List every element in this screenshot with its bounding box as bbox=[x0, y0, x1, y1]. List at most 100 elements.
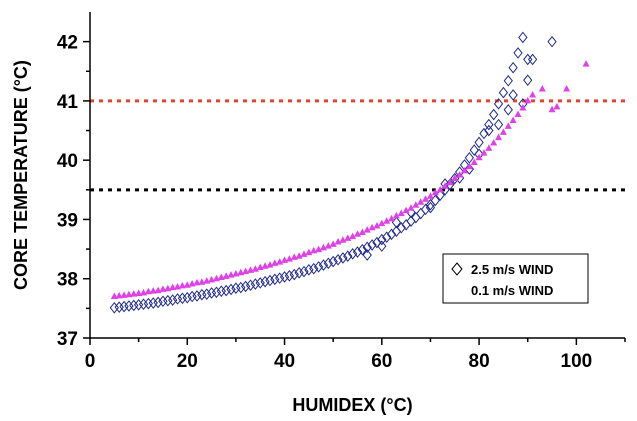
data-point bbox=[582, 60, 590, 67]
data-point bbox=[124, 300, 134, 312]
data-point bbox=[524, 96, 532, 104]
data-point bbox=[183, 281, 191, 288]
legend: 2.5 m/s WIND 0.1 m/s WIND bbox=[442, 253, 589, 304]
data-point bbox=[208, 275, 216, 283]
data-point bbox=[396, 221, 406, 234]
data-point bbox=[237, 268, 245, 276]
data-point bbox=[159, 285, 167, 292]
data-point bbox=[144, 287, 152, 295]
data-point bbox=[182, 291, 192, 304]
y-tick-label: 41 bbox=[57, 92, 79, 113]
data-point bbox=[485, 144, 493, 151]
data-point bbox=[431, 188, 439, 196]
x-tick-label: 60 bbox=[371, 351, 392, 372]
data-point bbox=[362, 241, 372, 254]
x-axis-title: HUMIDEX (°C) bbox=[292, 395, 412, 415]
data-point bbox=[493, 118, 504, 131]
data-point bbox=[192, 290, 202, 302]
data-point bbox=[493, 98, 504, 110]
data-point bbox=[203, 277, 211, 284]
data-point bbox=[334, 237, 342, 245]
data-point bbox=[503, 103, 513, 116]
data-point bbox=[251, 265, 259, 272]
data-point bbox=[197, 288, 207, 301]
data-point bbox=[446, 178, 454, 186]
data-point bbox=[285, 255, 293, 262]
data-point bbox=[149, 287, 157, 294]
data-point bbox=[313, 261, 324, 273]
axes: 37 38 39 40 41 42 0 20 40 60 80 100 bbox=[57, 12, 626, 372]
data-point bbox=[523, 53, 533, 66]
data-point bbox=[343, 250, 353, 263]
data-point bbox=[158, 295, 168, 308]
data-point bbox=[236, 281, 246, 294]
series-layer bbox=[109, 31, 590, 314]
data-point bbox=[338, 252, 348, 264]
data-point bbox=[465, 162, 473, 170]
data-point bbox=[344, 234, 352, 241]
data-point bbox=[490, 138, 498, 146]
data-point bbox=[109, 301, 119, 314]
data-point bbox=[377, 233, 387, 246]
data-point bbox=[140, 288, 147, 296]
data-point bbox=[563, 85, 571, 92]
data-point bbox=[125, 290, 133, 298]
data-point bbox=[261, 262, 269, 269]
legend-marker bbox=[451, 262, 463, 276]
data-point bbox=[231, 282, 241, 295]
x-tick-label: 20 bbox=[177, 351, 198, 372]
y-tick-label: 42 bbox=[57, 33, 78, 54]
data-point bbox=[305, 248, 313, 256]
data-point bbox=[319, 243, 327, 251]
data-point bbox=[397, 209, 405, 217]
data-point bbox=[347, 248, 358, 260]
data-point bbox=[232, 269, 240, 277]
data-point bbox=[329, 240, 337, 247]
data-point bbox=[464, 152, 475, 164]
data-point bbox=[178, 281, 186, 289]
data-point bbox=[138, 298, 149, 311]
data-point bbox=[275, 272, 285, 284]
legend-entry-1: 2.5 m/s WIND bbox=[451, 262, 553, 277]
data-point bbox=[514, 110, 522, 118]
data-point bbox=[436, 185, 444, 193]
data-point bbox=[245, 279, 256, 292]
data-point bbox=[120, 291, 128, 298]
data-point bbox=[367, 239, 377, 251]
data-point bbox=[163, 294, 173, 307]
data-point bbox=[318, 259, 329, 271]
data-point bbox=[464, 163, 475, 175]
data-point bbox=[349, 232, 357, 240]
data-point bbox=[212, 274, 220, 282]
data-point bbox=[548, 105, 556, 113]
data-point bbox=[115, 291, 123, 299]
data-point bbox=[324, 242, 332, 249]
data-point bbox=[177, 292, 188, 305]
data-point bbox=[503, 74, 513, 87]
data-point bbox=[422, 195, 430, 202]
data-point bbox=[279, 271, 290, 283]
data-point bbox=[372, 236, 382, 249]
data-point bbox=[250, 278, 261, 290]
data-point bbox=[135, 289, 143, 297]
data-point bbox=[222, 272, 230, 279]
data-point bbox=[276, 258, 284, 265]
data-point bbox=[202, 288, 212, 300]
data-point bbox=[198, 278, 206, 285]
y-axis-title: CORE TEMPERATURE (°C) bbox=[11, 60, 31, 290]
data-point bbox=[143, 297, 154, 310]
data-point bbox=[217, 273, 225, 281]
data-point bbox=[328, 255, 338, 268]
data-point bbox=[440, 178, 450, 190]
data-point bbox=[247, 266, 254, 273]
data-point bbox=[154, 286, 162, 294]
legend-label: 2.5 m/s WIND bbox=[471, 262, 553, 277]
data-point bbox=[352, 246, 363, 258]
y-tick-label: 37 bbox=[57, 329, 78, 350]
data-point bbox=[479, 127, 489, 140]
series-1 bbox=[109, 31, 557, 314]
data-point bbox=[412, 201, 420, 208]
data-point bbox=[221, 284, 231, 297]
data-point bbox=[300, 250, 308, 257]
